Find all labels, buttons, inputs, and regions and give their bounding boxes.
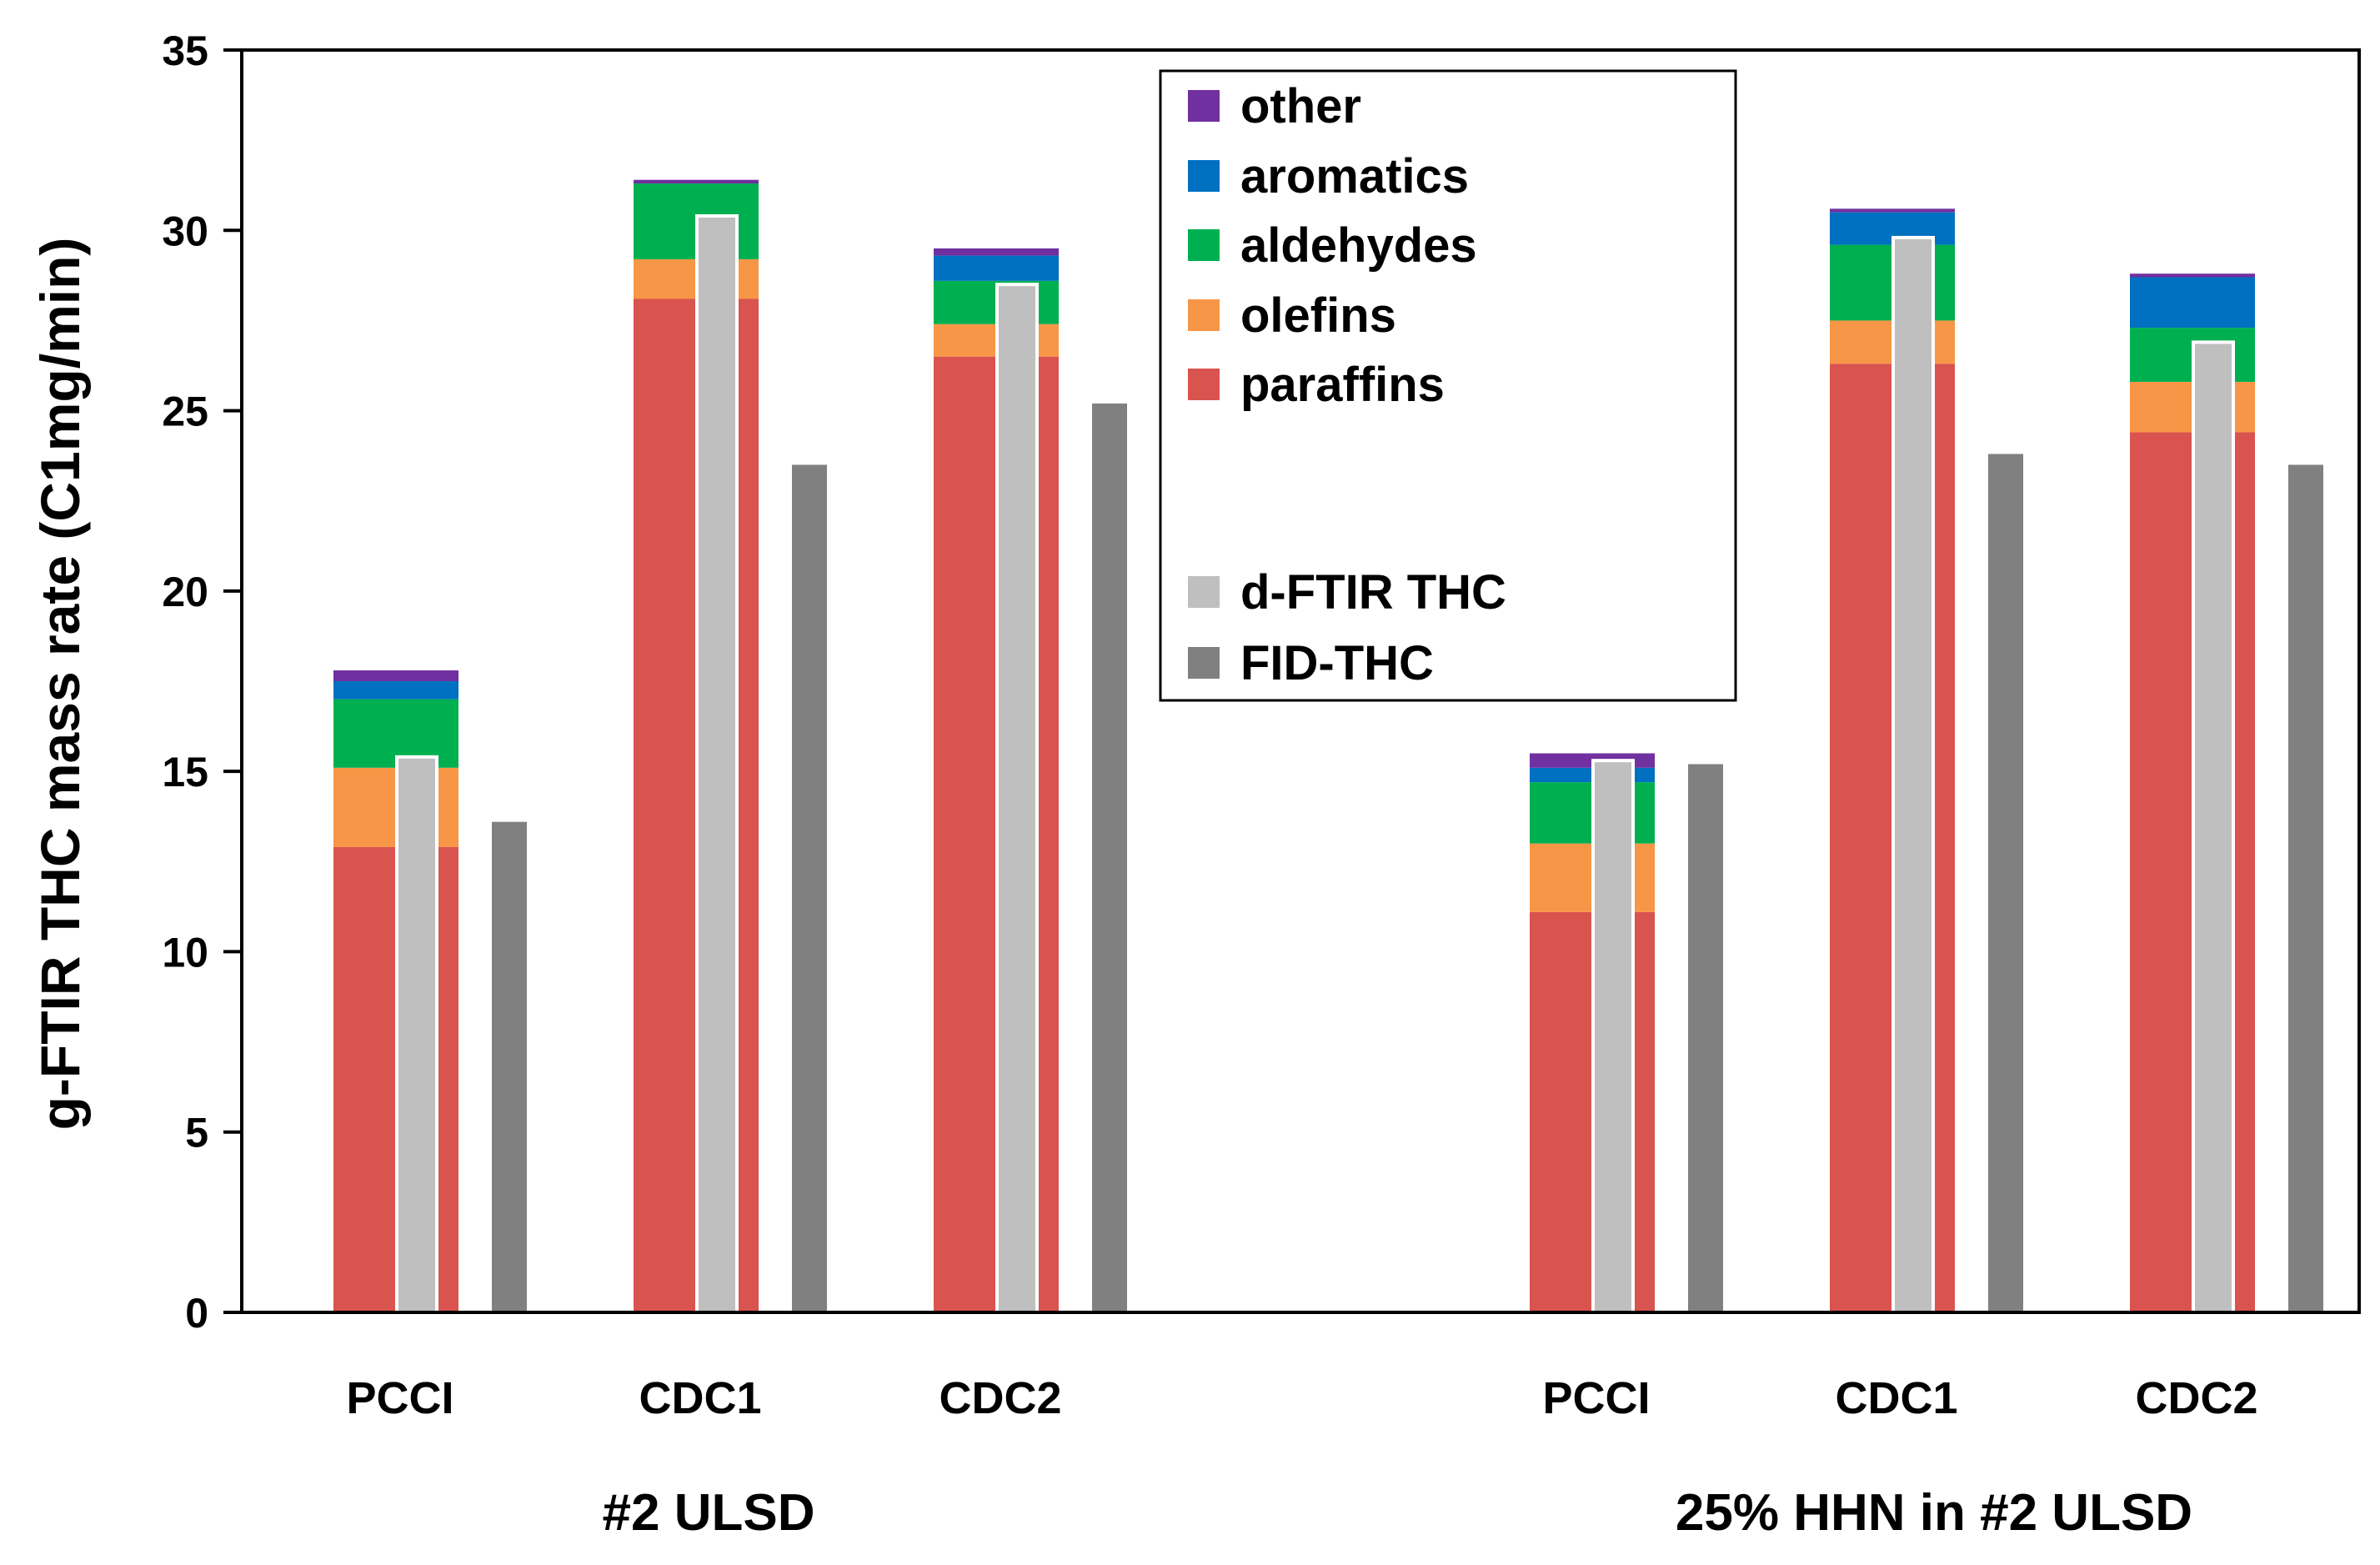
bar-d-ftir-thc <box>695 213 739 1314</box>
legend-label: aldehydes <box>1240 218 1477 273</box>
group-label: #2 ULSD <box>603 1484 815 1542</box>
legend: other aromatics aldehydes olefins paraffins d… <box>1159 69 1737 702</box>
group-label: 25% HHN in #2 ULSD <box>1676 1484 2192 1542</box>
y-tick-label: 0 <box>185 1290 208 1337</box>
x-axis-labels: PCCI CDC1 CDC2 PCCI CDC1 CDC2 <box>346 1373 2257 1423</box>
bar-other <box>634 179 759 184</box>
y-tick-label: 15 <box>162 749 208 795</box>
bar-aromatics <box>934 255 1059 281</box>
x-category-label: PCCI <box>1542 1373 1650 1423</box>
bar-d-ftir-thc <box>995 283 1039 1315</box>
bars <box>333 179 2323 1315</box>
legend-label: aromatics <box>1240 149 1469 203</box>
legend-swatch <box>1188 369 1220 400</box>
bar-d-ftir-thc <box>1591 759 1635 1314</box>
legend-label: other <box>1240 79 1361 133</box>
y-axis: 0 5 10 15 20 25 30 35 <box>162 28 242 1337</box>
legend-label: olefins <box>1240 288 1396 343</box>
y-tick-label: 10 <box>162 929 208 976</box>
bar-aromatics <box>2130 277 2255 329</box>
y-tick-label: 5 <box>185 1110 208 1156</box>
bar-fid-thc <box>492 821 527 1312</box>
bar-fid-thc <box>1092 403 1127 1312</box>
legend-label: paraffins <box>1240 358 1445 412</box>
bar-other <box>934 248 1059 256</box>
legend-label: d-FTIR THC <box>1240 565 1506 619</box>
x-category-label: CDC1 <box>639 1373 761 1423</box>
legend-box <box>1159 69 1737 702</box>
bar-other <box>1830 208 1955 213</box>
legend-label: FID-THC <box>1240 636 1434 690</box>
y-tick-label: 25 <box>162 389 208 435</box>
legend-swatch <box>1188 229 1220 261</box>
y-tick-label: 35 <box>162 28 208 74</box>
x-category-label: CDC2 <box>939 1373 1061 1423</box>
legend-swatch <box>1188 160 1220 192</box>
x-category-label: CDC1 <box>1835 1373 1957 1423</box>
legend-swatch <box>1188 576 1220 608</box>
plot-frame <box>240 48 2361 1314</box>
group-labels: #2 ULSD 25% HHN in #2 ULSD <box>603 1484 2193 1542</box>
bar-fid-thc <box>1688 764 1723 1312</box>
bar-aromatics <box>333 681 458 700</box>
bar-d-ftir-thc <box>2192 340 2235 1315</box>
y-axis-title: g-FTIR THC mass rate (C1mg/min) <box>29 238 91 1131</box>
y-tick-label: 20 <box>162 569 208 615</box>
bar-fid-thc <box>2288 464 2323 1312</box>
bar-fid-thc <box>1988 454 2023 1312</box>
bar-fid-thc <box>792 464 827 1312</box>
legend-swatch <box>1188 299 1220 331</box>
y-tick-label: 30 <box>162 208 208 254</box>
bar-d-ftir-thc <box>1891 235 1935 1314</box>
x-category-label: CDC2 <box>2135 1373 2257 1423</box>
legend-swatch <box>1188 647 1220 679</box>
bar-other <box>2130 273 2255 278</box>
x-category-label: PCCI <box>346 1373 453 1423</box>
bar-other <box>333 670 458 681</box>
legend-swatch <box>1188 90 1220 122</box>
bar-d-ftir-thc <box>395 755 438 1314</box>
